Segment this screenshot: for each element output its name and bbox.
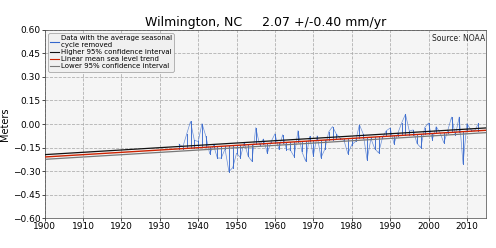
Legend: Data with the average seasonal
cycle removed, Higher 95% confidence interval, Li: Data with the average seasonal cycle rem… <box>48 33 174 71</box>
Title: Wilmington, NC     2.07 +/-0.40 mm/yr: Wilmington, NC 2.07 +/-0.40 mm/yr <box>145 16 386 29</box>
Text: Source: NOAA: Source: NOAA <box>432 33 485 42</box>
Y-axis label: Meters: Meters <box>0 107 10 141</box>
